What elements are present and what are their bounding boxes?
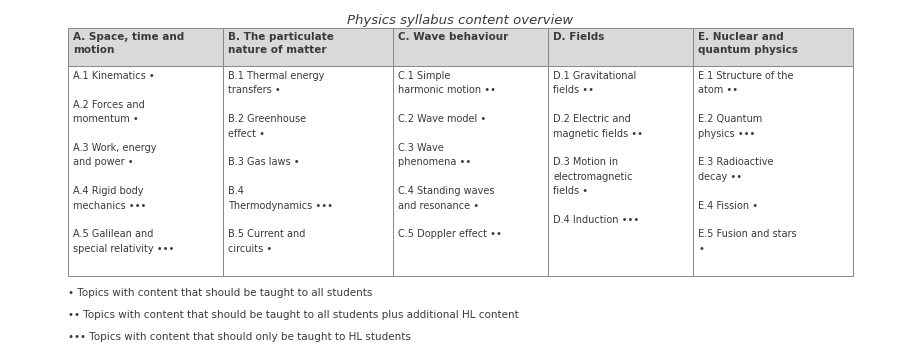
Bar [548,28,693,66]
Text: E.1 Structure of the
atom ••

E.2 Quantum
physics •••

E.3 Radioactive
decay ••
: E.1 Structure of the atom •• E.2 Quantum… [698,71,797,254]
Text: C.1 Simple
harmonic motion ••

C.2 Wave model •

C.3 Wave
phenomena ••

C.4 Stan: C.1 Simple harmonic motion •• C.2 Wave m… [398,71,502,239]
Bar [548,66,693,276]
Bar [693,66,853,276]
Bar [393,66,548,276]
Bar [693,28,853,66]
Bar [68,66,223,276]
Text: C. Wave behaviour: C. Wave behaviour [398,32,508,42]
Bar [223,28,393,66]
Text: E. Nuclear and
quantum physics: E. Nuclear and quantum physics [698,32,798,55]
Bar [393,28,548,66]
Bar [68,28,223,66]
Text: A.1 Kinematics •

A.2 Forces and
momentum •

A.3 Work, energy
and power •

A.4 R: A.1 Kinematics • A.2 Forces and momentum… [73,71,175,254]
Text: •• Topics with content that should be taught to all students plus additional HL : •• Topics with content that should be ta… [68,310,519,320]
Text: ••• Topics with content that should only be taught to HL students: ••• Topics with content that should only… [68,332,411,342]
Text: B.1 Thermal energy
transfers •

B.2 Greenhouse
effect •

B.3 Gas laws •

B.4
The: B.1 Thermal energy transfers • B.2 Green… [228,71,333,254]
Text: D. Fields: D. Fields [553,32,604,42]
Text: • Topics with content that should be taught to all students: • Topics with content that should be tau… [68,288,372,298]
Text: B. The particulate
nature of matter: B. The particulate nature of matter [228,32,334,55]
Text: A. Space, time and
motion: A. Space, time and motion [73,32,185,55]
Text: D.1 Gravitational
fields ••

D.2 Electric and
magnetic fields ••

D.3 Motion in
: D.1 Gravitational fields •• D.2 Electric… [553,71,643,225]
Text: Physics syllabus content overview: Physics syllabus content overview [347,14,574,27]
Bar [223,66,393,276]
